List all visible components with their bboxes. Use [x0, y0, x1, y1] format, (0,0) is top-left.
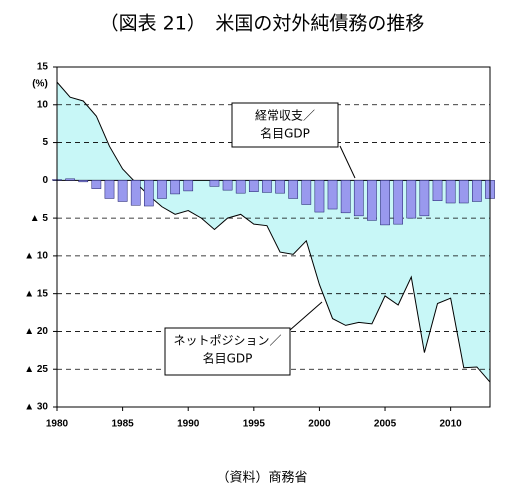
- bar: [432, 180, 443, 201]
- bar: [65, 178, 75, 181]
- x-tick-label: 1985: [111, 419, 134, 430]
- y-tick-label: 0: [42, 175, 48, 186]
- x-tick-label: 1990: [177, 419, 200, 430]
- bar: [340, 180, 351, 214]
- bar: [275, 180, 285, 194]
- bar: [222, 180, 233, 191]
- bar: [170, 180, 180, 195]
- y-tick-label: ▲ 10: [24, 251, 48, 262]
- annotation-text: 名目GDP: [260, 126, 310, 141]
- y-tick-label: ▲ 30: [24, 402, 48, 413]
- annotation-text: 経常収支／: [255, 109, 315, 123]
- y-tick-label: 5: [42, 137, 48, 148]
- bar: [104, 180, 115, 199]
- y-unit: (%): [32, 79, 48, 90]
- area-line: [56, 81, 491, 383]
- bar: [393, 180, 403, 225]
- annotation-pointer: [339, 145, 356, 179]
- bar: [130, 180, 141, 206]
- bar: [144, 180, 154, 207]
- bar: [248, 180, 259, 192]
- bar: [445, 180, 456, 204]
- area-fill: [57, 82, 490, 383]
- annotation-box: [231, 102, 339, 148]
- annotation-pointer: [289, 301, 323, 331]
- y-tick-label: 15: [37, 62, 49, 73]
- bar: [78, 180, 89, 183]
- bar: [353, 180, 364, 217]
- x-tick-label: 2010: [440, 419, 463, 430]
- annotation-box: [164, 327, 291, 376]
- bar: [91, 180, 102, 189]
- bar: [183, 180, 194, 192]
- bar: [380, 180, 390, 226]
- bar: [235, 180, 246, 194]
- chart-title: （図表 21） 米国の対外純債務の推移: [100, 13, 425, 35]
- x-tick-label: 1995: [243, 419, 266, 430]
- bar: [327, 180, 338, 210]
- bar: [117, 180, 128, 202]
- bar: [209, 180, 220, 187]
- bar: [472, 180, 482, 202]
- x-tick-label: 1980: [46, 419, 69, 430]
- y-tick-label: ▲ 25: [24, 364, 48, 375]
- x-tick-label: 2000: [308, 419, 331, 430]
- y-tick-label: ▲ 15: [24, 288, 48, 299]
- annotation-text: ネットポジション／: [173, 334, 281, 348]
- bar: [406, 180, 417, 219]
- source: （資料）商務省: [216, 471, 307, 486]
- bar: [458, 180, 469, 204]
- y-tick-label: ▲ 20: [24, 326, 48, 337]
- bar: [288, 180, 299, 199]
- y-tick-label: ▲ 5: [30, 213, 49, 224]
- bar: [314, 180, 325, 213]
- annotation-text: 名目GDP: [203, 351, 253, 366]
- y-tick-label: 10: [37, 99, 49, 110]
- bar: [262, 180, 272, 193]
- plot-frame: [56, 66, 491, 408]
- x-tick-label: 2005: [374, 419, 397, 430]
- bar: [367, 180, 377, 221]
- bar: [419, 180, 430, 217]
- bar: [157, 180, 167, 199]
- bar: [301, 180, 312, 205]
